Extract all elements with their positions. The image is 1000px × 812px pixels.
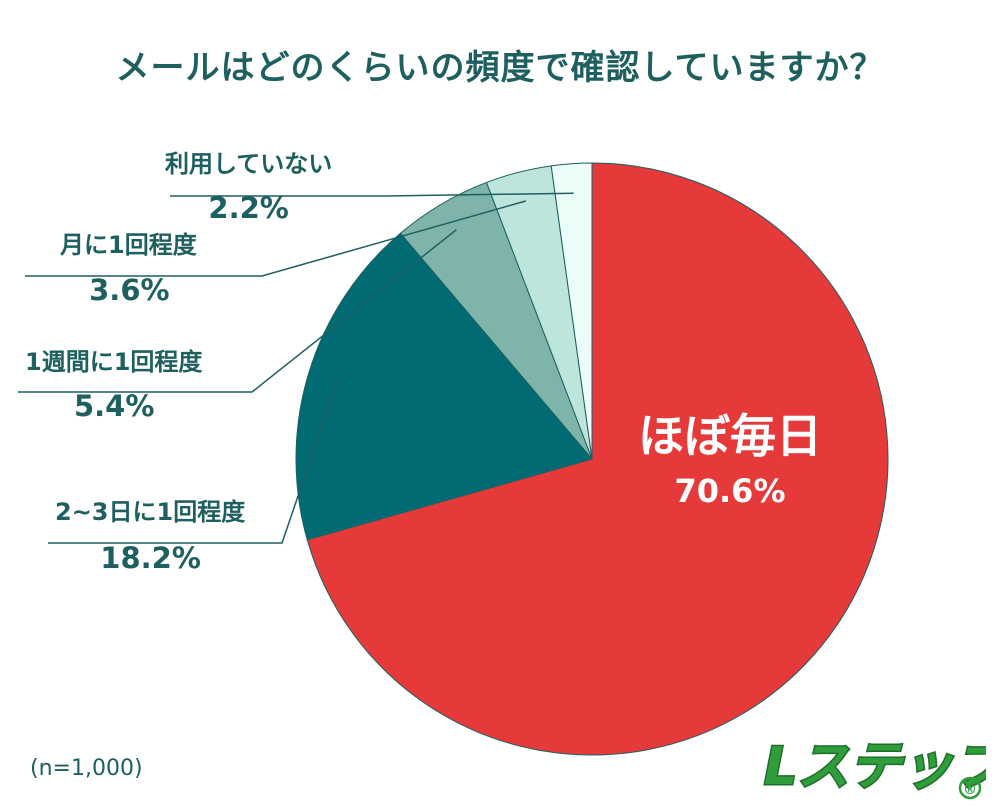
slice-value-2: 5.4% (74, 389, 154, 423)
slice-label-2: 1週間に1回程度 (25, 348, 203, 376)
slice-value-3: 3.6% (89, 273, 169, 307)
registered-mark-circle (958, 776, 982, 800)
lstep-logo: Lステップ ® (763, 736, 986, 800)
logo-text: Lステップ (764, 737, 986, 797)
pie-slice-0 (306, 162, 889, 756)
registered-mark: ® (963, 782, 977, 798)
slice-value-1: 18.2% (100, 541, 201, 575)
chart-title: メールはどのくらいの頻度で確認していますか？ (115, 48, 885, 88)
slice-value-4: 2.2% (208, 191, 288, 225)
leader-line-3 (25, 200, 526, 277)
leader-line-1 (48, 381, 338, 544)
slice-label-1: 2~3日に1回程度 (55, 498, 246, 526)
slice-value-0: 70.6% (674, 472, 785, 510)
slice-label-4: 利用していない (165, 150, 332, 178)
slice-label-3: 月に1回程度 (59, 231, 198, 259)
leader-line-2 (18, 229, 457, 393)
slice-label-0: ほぼ毎日 (638, 409, 822, 463)
pie-slice-4 (550, 162, 593, 460)
leader-line-4 (170, 192, 574, 197)
pie-slice-1 (295, 232, 593, 541)
sample-size-note: (n=1,000) (30, 756, 143, 781)
